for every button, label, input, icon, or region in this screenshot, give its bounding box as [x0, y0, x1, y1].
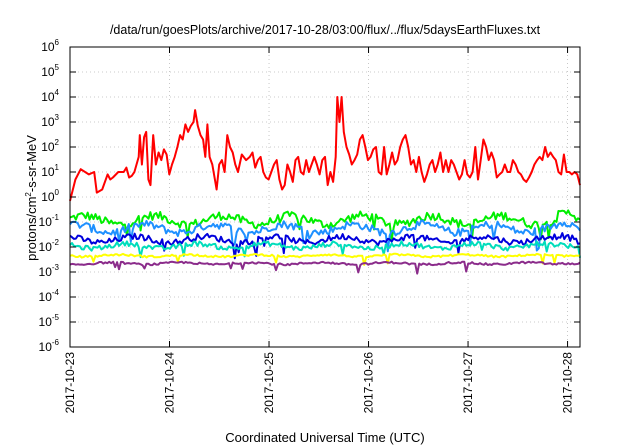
y-tick-label: 103	[41, 113, 59, 129]
y-tick-label: 101	[41, 163, 59, 179]
x-axis-ticks: 2017-10-23 2017-10-24 2017-10-25 2017-10-26…	[63, 47, 575, 413]
x-tick-label: 2017-10-28	[561, 352, 575, 414]
y-tick-label: 106	[41, 38, 59, 54]
chart-title: /data/run/goesPlots/archive/2017-10-28/0…	[110, 23, 541, 37]
x-tick-label: 2017-10-23	[63, 352, 77, 414]
y-tick-label: 104	[41, 88, 59, 104]
series-line-4	[69, 240, 581, 259]
y-tick-label: 10-3	[39, 263, 60, 279]
y-tick-label: 10-2	[39, 238, 60, 254]
x-tick-label: 2017-10-27	[461, 352, 475, 414]
grid-lines	[70, 47, 580, 347]
x-tick-label: 2017-10-26	[362, 352, 376, 414]
series-line-6	[69, 260, 581, 275]
y-tick-label: 100	[41, 188, 59, 204]
x-axis-label: Coordinated Universal Time (UTC)	[225, 430, 424, 445]
series-line-2	[69, 219, 581, 253]
y-tick-label: 105	[41, 63, 59, 79]
data-series	[69, 96, 581, 275]
y-tick-label: 10-6	[39, 338, 60, 354]
x-tick-label: 2017-10-25	[262, 352, 276, 414]
series-line-0	[69, 96, 581, 202]
y-tick-label: 10-4	[39, 288, 60, 304]
y-axis-label: protons/cm2-s-sr-MeV	[24, 135, 39, 261]
y-tick-label: 102	[41, 138, 59, 154]
series-line-5	[69, 252, 581, 266]
x-tick-label: 2017-10-24	[163, 352, 177, 414]
y-tick-label: 10-1	[39, 213, 60, 229]
series-line-1	[69, 209, 581, 241]
y-tick-label: 10-5	[39, 313, 60, 329]
y-axis-ticks: 10-6 10-5 10-4 10-3 10-2 10-1 100 101 102 103 104 1…	[39, 38, 580, 354]
series-line-3	[69, 232, 581, 260]
